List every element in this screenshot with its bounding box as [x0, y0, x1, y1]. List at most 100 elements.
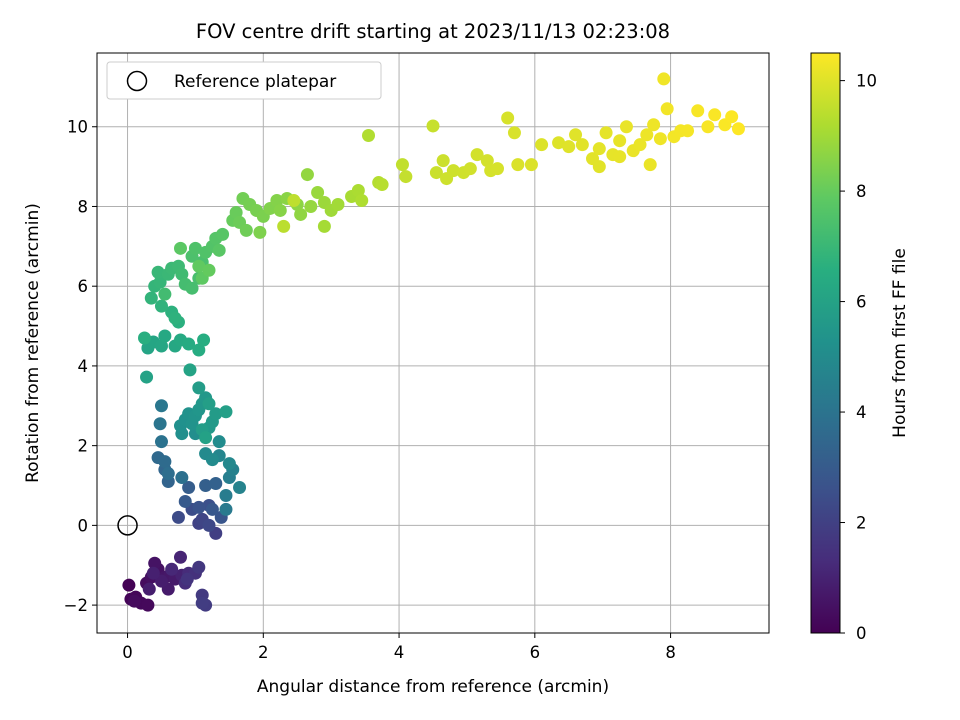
data-point	[192, 343, 206, 357]
legend: Reference platepar	[106, 61, 382, 100]
data-point	[273, 203, 287, 217]
data-point	[317, 219, 331, 233]
data-point	[202, 263, 216, 277]
data-point	[300, 168, 314, 182]
data-point	[311, 186, 325, 200]
data-point	[287, 193, 301, 207]
data-point	[229, 205, 243, 219]
plot-frame	[96, 52, 770, 634]
x-axis-ticks: 0 2 4 6 8	[122, 633, 676, 662]
data-point	[552, 136, 566, 150]
colorbar	[810, 52, 841, 634]
data-point	[463, 162, 477, 176]
data-point	[399, 170, 413, 184]
y-tick-label: 8	[78, 197, 89, 216]
data-point	[199, 479, 213, 493]
data-point	[653, 132, 667, 146]
data-point	[154, 574, 168, 588]
data-point	[351, 184, 365, 198]
x-tick-label: 6	[530, 643, 541, 662]
data-point	[158, 287, 172, 301]
data-point	[691, 104, 705, 118]
legend-marker-icon	[126, 70, 148, 92]
data-point	[511, 158, 525, 172]
y-tick-label: 2	[78, 437, 89, 456]
data-point	[173, 550, 187, 564]
data-point	[592, 142, 606, 156]
data-point	[158, 329, 172, 343]
data-point	[192, 259, 206, 273]
data-point	[253, 225, 267, 239]
x-tick-label: 8	[665, 643, 676, 662]
data-point	[446, 164, 460, 178]
data-point	[480, 154, 494, 168]
y-tick-label: 10	[67, 118, 88, 137]
data-point	[178, 494, 192, 508]
x-tick-label: 4	[394, 643, 405, 662]
y-tick-label: 4	[78, 357, 89, 376]
data-point	[470, 148, 484, 162]
data-point	[154, 435, 168, 449]
data-point	[375, 178, 389, 192]
data-point	[490, 162, 504, 176]
data-point	[168, 311, 182, 325]
data-point	[153, 417, 167, 431]
reference-marker	[117, 515, 138, 536]
data-point	[395, 158, 409, 172]
data-point	[647, 118, 661, 132]
data-point	[535, 138, 549, 152]
data-point	[188, 241, 202, 255]
data-point	[657, 72, 671, 86]
legend-box	[106, 61, 382, 100]
data-point	[154, 299, 168, 313]
data-point	[436, 154, 450, 168]
data-point	[660, 102, 674, 116]
chart-title: FOV centre drift starting at 2023/11/13 …	[196, 20, 670, 43]
data-point	[216, 227, 230, 241]
data-point	[185, 281, 199, 295]
data-point	[192, 381, 206, 395]
data-point	[202, 518, 216, 532]
data-point	[222, 457, 236, 471]
data-point	[127, 594, 141, 608]
data-point	[575, 138, 589, 152]
data-point	[212, 435, 226, 449]
data-point	[524, 158, 538, 172]
data-point	[180, 572, 194, 586]
data-point	[725, 110, 739, 124]
data-point	[122, 578, 136, 592]
data-point	[362, 129, 376, 143]
colorbar-tick-label: 10	[856, 72, 877, 91]
data-point	[562, 140, 576, 154]
y-tick-label: −2	[64, 596, 88, 615]
x-tick-label: 0	[122, 643, 133, 662]
data-point	[202, 397, 216, 411]
data-point	[205, 502, 219, 516]
data-point	[154, 339, 168, 353]
data-point	[233, 481, 247, 495]
legend-label: Reference platepar	[174, 72, 336, 92]
data-point	[209, 477, 223, 491]
data-point	[182, 481, 196, 495]
data-point	[731, 122, 745, 136]
data-point	[165, 562, 179, 576]
data-point	[239, 223, 253, 237]
y-axis-label: Rotation from reference (arcmin)	[23, 203, 43, 483]
colorbar-tick-label: 6	[856, 293, 867, 312]
data-point	[219, 405, 233, 419]
data-point	[701, 120, 715, 134]
colorbar-tick-label: 2	[856, 514, 867, 533]
data-point	[197, 333, 211, 347]
data-point	[619, 120, 633, 134]
data-point	[219, 488, 233, 502]
data-point	[161, 467, 175, 481]
data-point	[144, 291, 158, 305]
x-tick-label: 2	[258, 643, 269, 662]
data-point	[640, 128, 654, 142]
data-point	[175, 267, 189, 281]
colorbar-tick-label: 4	[856, 403, 867, 422]
colorbar-tick-label: 0	[856, 624, 867, 643]
data-point	[151, 265, 165, 279]
x-axis-label: Angular distance from reference (arcmin)	[257, 677, 609, 697]
